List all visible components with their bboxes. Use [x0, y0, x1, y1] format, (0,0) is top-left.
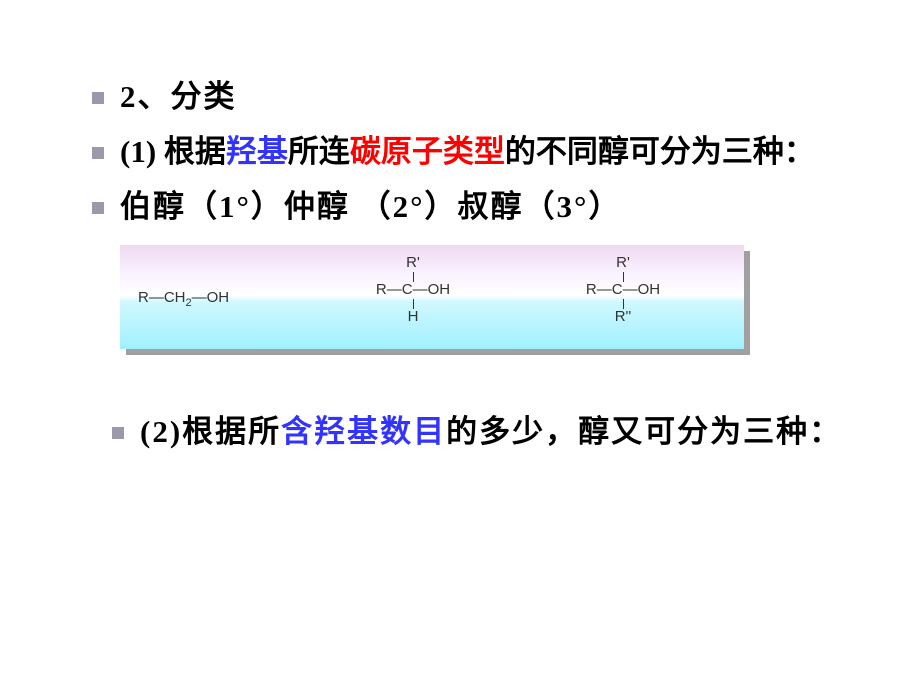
diagram-panel: R—CH2—OH R' R—C—OH H R' R—C—OH R'' [120, 245, 744, 349]
bullet-line-1: 2、分类 [120, 75, 860, 120]
mol3-mid: R—C—OH [568, 282, 678, 299]
molecule-tertiary: R' R—C—OH R'' [568, 255, 678, 326]
mol2-mid: R—C—OH [358, 282, 468, 299]
mol1-formula: R—CH2—OH [138, 289, 229, 306]
bullet-4-post: 的多少，醇又可分为三种： [446, 414, 842, 449]
mol3-top: R' [568, 255, 678, 272]
bullet-4-pre: (2)根据所 [140, 414, 281, 449]
slide-body: 2、分类 (1) 根据羟基所连碳原子类型的不同醇可分为三种： 伯醇（1°）仲醇 … [0, 0, 920, 690]
bullet-2-post: 的不同醇可分为三种： [505, 134, 815, 169]
bullet-2-pre: (1) 根据 [120, 134, 226, 169]
bullet-3-text: 伯醇（1°）仲醇 （2°）叔醇（3°） [120, 189, 621, 224]
bullet-line-4: (2)根据所含羟基数目的多少，醇又可分为三种： [140, 410, 860, 455]
mol2-bot: H [358, 309, 468, 326]
bullet-4-blue: 含羟基数目 [281, 414, 446, 449]
mol3-bot: R'' [568, 309, 678, 326]
bullet-2-red: 碳原子类型 [350, 134, 505, 169]
bullet-square-icon [92, 202, 104, 214]
molecule-secondary: R' R—C—OH H [358, 255, 468, 326]
bullet-2-blue: 羟基 [226, 134, 288, 169]
bullet-square-icon [92, 92, 104, 104]
molecule-primary: R—CH2—OH [138, 289, 229, 309]
bullet-line-3: 伯醇（1°）仲醇 （2°）叔醇（3°） [120, 185, 860, 230]
bullet-line-2: (1) 根据羟基所连碳原子类型的不同醇可分为三种： [120, 130, 860, 175]
bullet-square-icon [92, 147, 104, 159]
bullet-2-mid: 所连 [288, 134, 350, 169]
bullet-1-text: 2、分类 [120, 79, 237, 114]
mol2-top: R' [358, 255, 468, 272]
bullet-square-icon [112, 427, 124, 439]
chemistry-diagram: R—CH2—OH R' R—C—OH H R' R—C—OH R'' [120, 245, 750, 355]
spacer [120, 370, 860, 410]
